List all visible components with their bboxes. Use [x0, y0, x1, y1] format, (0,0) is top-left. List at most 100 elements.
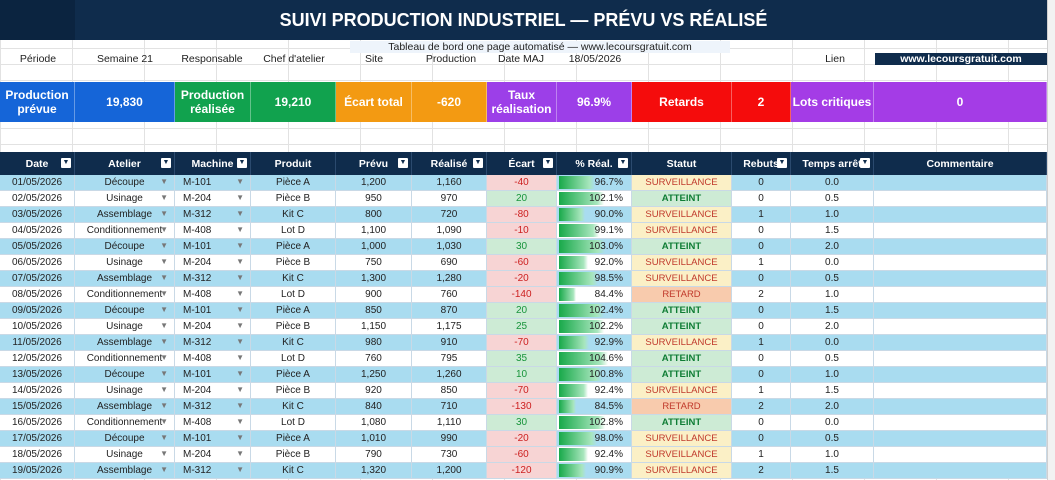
cell-pct[interactable]: 98.5%	[557, 271, 632, 286]
cell-prevu[interactable]: 1,200	[336, 175, 412, 190]
cell-atelier[interactable]: Découpe ▼	[75, 431, 175, 446]
column-header-0[interactable]: Date ▼	[0, 152, 75, 175]
cell-rebuts[interactable]: 0	[732, 175, 791, 190]
column-header-9[interactable]: Rebuts ▼	[732, 152, 791, 175]
cell-produit[interactable]: Pièce B	[251, 255, 336, 270]
cell-commentaire[interactable]	[874, 287, 1047, 302]
cell-realise[interactable]: 710	[412, 399, 487, 414]
cell-realise[interactable]: 1,260	[412, 367, 487, 382]
cell-prevu[interactable]: 840	[336, 399, 412, 414]
cell-date[interactable]: 05/05/2026	[0, 239, 75, 254]
cell-realise[interactable]: 1,110	[412, 415, 487, 430]
cell-statut[interactable]: SURVEILLANCE	[632, 447, 732, 462]
dropdown-caret-icon[interactable]: ▼	[160, 449, 168, 458]
dropdown-caret-icon[interactable]: ▼	[236, 193, 244, 202]
cell-commentaire[interactable]	[874, 191, 1047, 206]
cell-arret[interactable]: 1.0	[791, 207, 874, 222]
cell-arret[interactable]: 0.5	[791, 191, 874, 206]
cell-realise[interactable]: 760	[412, 287, 487, 302]
dropdown-caret-icon[interactable]: ▼	[236, 273, 244, 282]
filter-dropdown-icon[interactable]: ▼	[543, 158, 553, 168]
cell-commentaire[interactable]	[874, 239, 1047, 254]
cell-ecart[interactable]: -20	[487, 271, 557, 286]
cell-realise[interactable]: 690	[412, 255, 487, 270]
filter-dropdown-icon[interactable]: ▼	[61, 158, 71, 168]
cell-rebuts[interactable]: 2	[732, 287, 791, 302]
dropdown-caret-icon[interactable]: ▼	[236, 241, 244, 250]
dropdown-caret-icon[interactable]: ▼	[236, 177, 244, 186]
cell-pct[interactable]: 84.4%	[557, 287, 632, 302]
cell-produit[interactable]: Pièce A	[251, 367, 336, 382]
dropdown-caret-icon[interactable]: ▼	[236, 433, 244, 442]
cell-rebuts[interactable]: 0	[732, 239, 791, 254]
cell-prevu[interactable]: 1,320	[336, 463, 412, 478]
cell-machine[interactable]: M-101 ▼	[175, 367, 251, 382]
cell-machine[interactable]: M-204 ▼	[175, 255, 251, 270]
cell-arret[interactable]: 0.0	[791, 255, 874, 270]
cell-prevu[interactable]: 1,000	[336, 239, 412, 254]
dropdown-caret-icon[interactable]: ▼	[236, 289, 244, 298]
cell-ecart[interactable]: -60	[487, 447, 557, 462]
cell-produit[interactable]: Lot D	[251, 415, 336, 430]
cell-atelier[interactable]: Conditionnement ▼	[75, 223, 175, 238]
column-header-3[interactable]: Produit	[251, 152, 336, 175]
cell-atelier[interactable]: Usinage ▼	[75, 447, 175, 462]
cell-atelier[interactable]: Découpe ▼	[75, 239, 175, 254]
cell-machine[interactable]: M-204 ▼	[175, 383, 251, 398]
cell-ecart[interactable]: -40	[487, 175, 557, 190]
dropdown-caret-icon[interactable]: ▼	[160, 273, 168, 282]
cell-commentaire[interactable]	[874, 175, 1047, 190]
cell-ecart[interactable]: 25	[487, 319, 557, 334]
cell-rebuts[interactable]: 1	[732, 447, 791, 462]
cell-machine[interactable]: M-204 ▼	[175, 447, 251, 462]
cell-prevu[interactable]: 980	[336, 335, 412, 350]
cell-ecart[interactable]: -60	[487, 255, 557, 270]
cell-pct[interactable]: 100.8%	[557, 367, 632, 382]
cell-prevu[interactable]: 1,080	[336, 415, 412, 430]
cell-commentaire[interactable]	[874, 367, 1047, 382]
cell-statut[interactable]: ATTEINT	[632, 191, 732, 206]
dropdown-caret-icon[interactable]: ▼	[236, 449, 244, 458]
column-header-2[interactable]: Machine ▼	[175, 152, 251, 175]
cell-date[interactable]: 11/05/2026	[0, 335, 75, 350]
cell-statut[interactable]: SURVEILLANCE	[632, 255, 732, 270]
cell-statut[interactable]: SURVEILLANCE	[632, 207, 732, 222]
cell-atelier[interactable]: Découpe ▼	[75, 303, 175, 318]
cell-atelier[interactable]: Assemblage ▼	[75, 399, 175, 414]
cell-commentaire[interactable]	[874, 415, 1047, 430]
cell-machine[interactable]: M-312 ▼	[175, 207, 251, 222]
cell-produit[interactable]: Kit C	[251, 207, 336, 222]
cell-commentaire[interactable]	[874, 319, 1047, 334]
cell-date[interactable]: 07/05/2026	[0, 271, 75, 286]
dropdown-caret-icon[interactable]: ▼	[160, 337, 168, 346]
cell-arret[interactable]: 0.5	[791, 271, 874, 286]
cell-produit[interactable]: Pièce A	[251, 239, 336, 254]
cell-pct[interactable]: 84.5%	[557, 399, 632, 414]
cell-realise[interactable]: 990	[412, 431, 487, 446]
cell-arret[interactable]: 1.0	[791, 447, 874, 462]
cell-commentaire[interactable]	[874, 399, 1047, 414]
cell-pct[interactable]: 92.9%	[557, 335, 632, 350]
cell-atelier[interactable]: Découpe ▼	[75, 175, 175, 190]
dropdown-caret-icon[interactable]: ▼	[236, 257, 244, 266]
cell-arret[interactable]: 1.5	[791, 463, 874, 478]
cell-pct[interactable]: 103.0%	[557, 239, 632, 254]
cell-pct[interactable]: 104.6%	[557, 351, 632, 366]
cell-statut[interactable]: ATTEINT	[632, 351, 732, 366]
cell-produit[interactable]: Pièce A	[251, 303, 336, 318]
cell-arret[interactable]: 1.0	[791, 287, 874, 302]
cell-machine[interactable]: M-204 ▼	[175, 319, 251, 334]
cell-statut[interactable]: SURVEILLANCE	[632, 383, 732, 398]
cell-pct[interactable]: 102.1%	[557, 191, 632, 206]
cell-machine[interactable]: M-312 ▼	[175, 271, 251, 286]
cell-pct[interactable]: 96.7%	[557, 175, 632, 190]
cell-arret[interactable]: 2.0	[791, 319, 874, 334]
cell-ecart[interactable]: 20	[487, 303, 557, 318]
dropdown-caret-icon[interactable]: ▼	[236, 321, 244, 330]
cell-produit[interactable]: Lot D	[251, 223, 336, 238]
cell-pct[interactable]: 99.1%	[557, 223, 632, 238]
cell-machine[interactable]: M-101 ▼	[175, 303, 251, 318]
cell-prevu[interactable]: 1,150	[336, 319, 412, 334]
dropdown-caret-icon[interactable]: ▼	[236, 385, 244, 394]
column-header-8[interactable]: Statut	[632, 152, 732, 175]
